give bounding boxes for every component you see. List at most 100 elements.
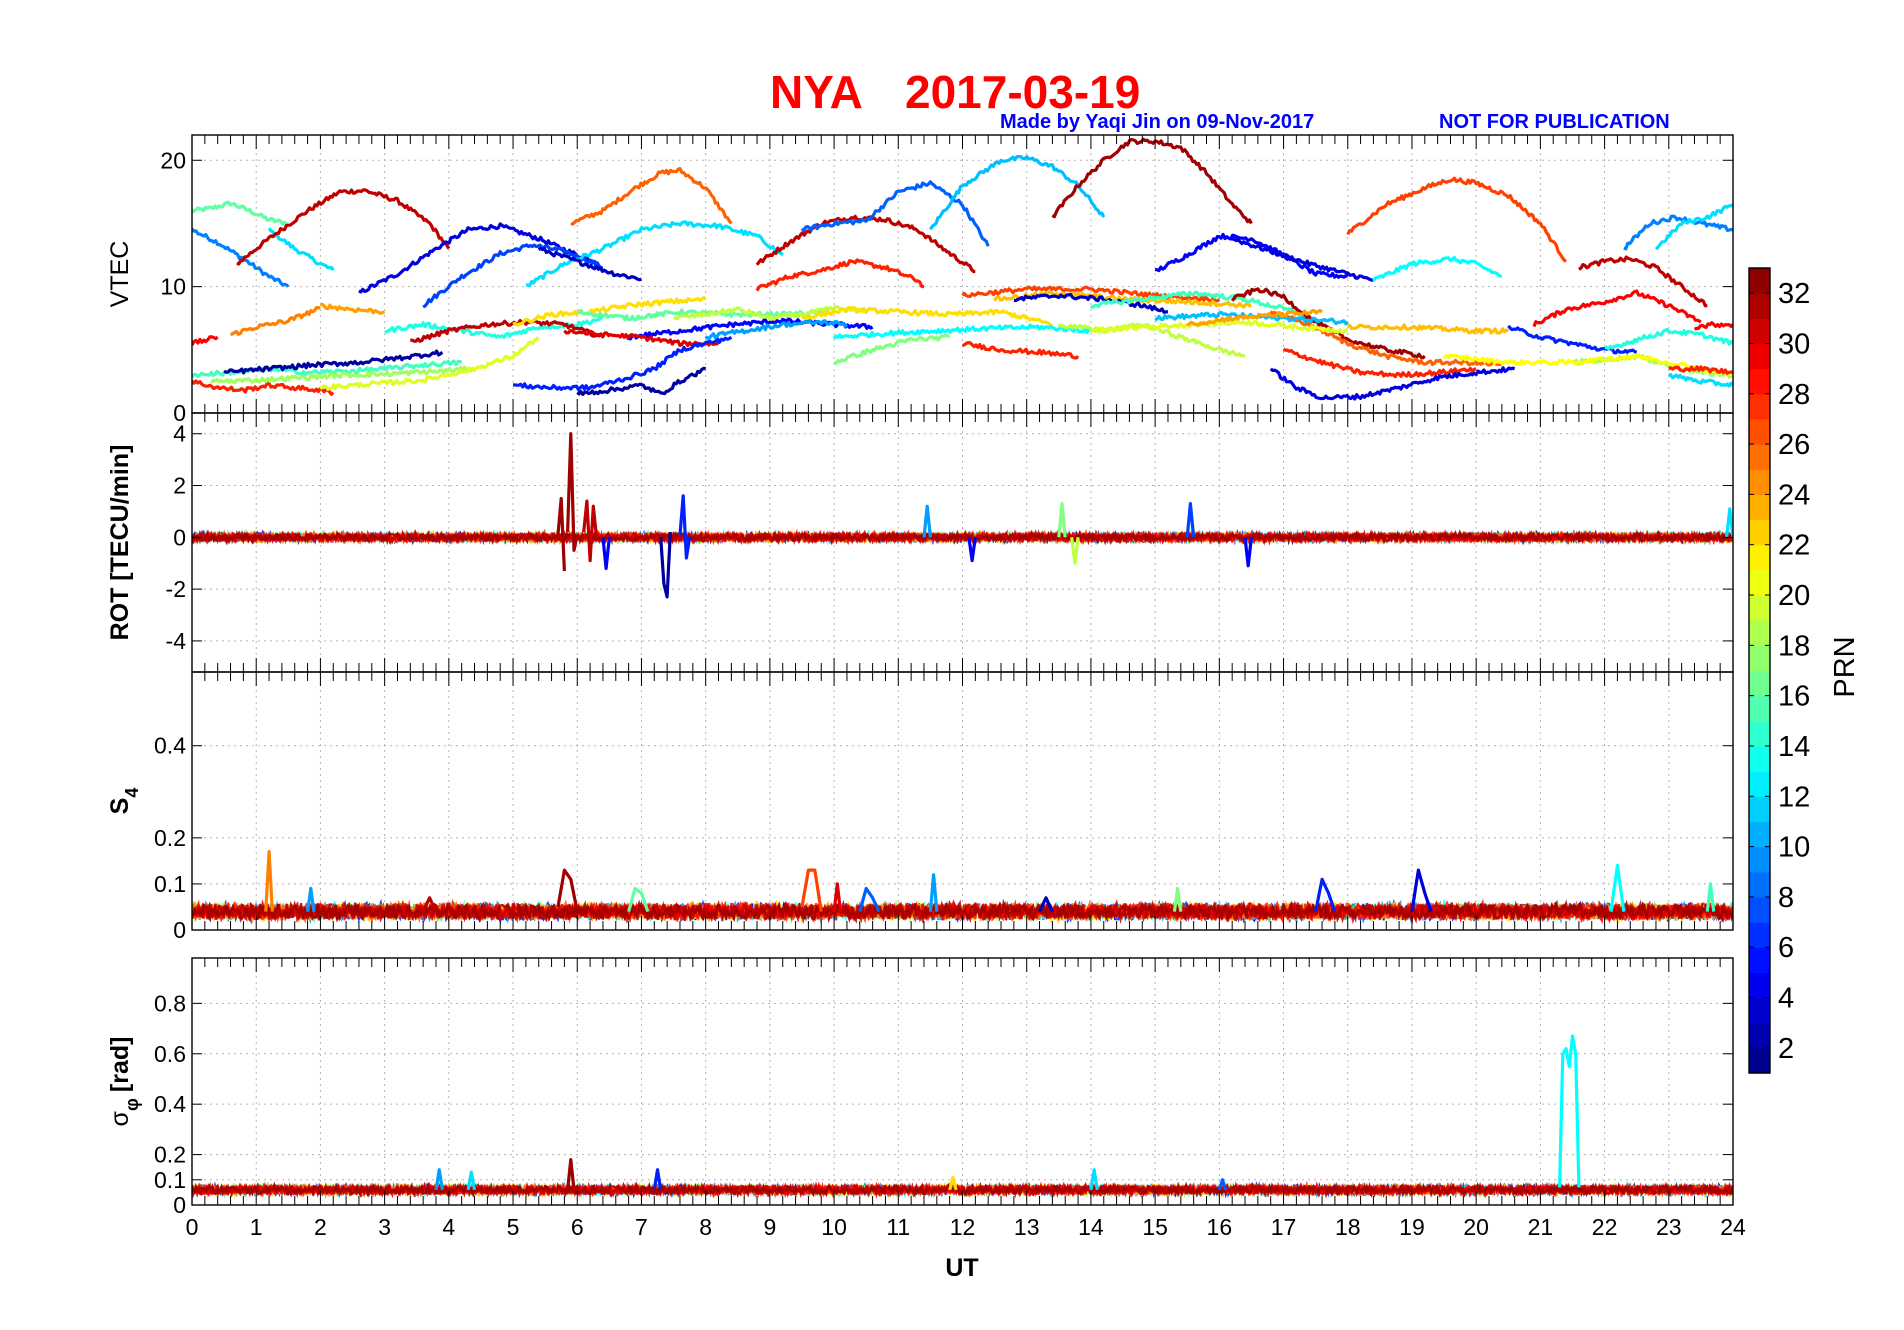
series-prn-2	[223, 349, 444, 375]
x-tick-label: 24	[1720, 1214, 1746, 1240]
colorbar-tick-label: 6	[1778, 932, 1794, 964]
series-prn-32-band	[192, 528, 1733, 546]
series-prn-6	[1314, 877, 1337, 913]
series-prn-18	[209, 365, 475, 385]
series-prn-19	[1070, 537, 1080, 565]
colorbar-segment	[1749, 444, 1770, 470]
series-prn-27	[1346, 176, 1567, 263]
y-tick-label: 20	[160, 147, 186, 173]
y-tick-label: 0	[173, 1192, 186, 1218]
series-prn-8	[1217, 1178, 1228, 1191]
series-prn-2	[659, 532, 672, 599]
series-prn-10	[704, 319, 848, 340]
series-prn-32	[556, 496, 566, 572]
panel-vtec-ticks: 0 10 20	[160, 135, 1734, 426]
y-tick-label: 0	[173, 400, 186, 426]
series-prn-31	[582, 499, 599, 563]
credit-made-by: Made by Yaqi Jin on 09-Nov-2017	[1000, 111, 1314, 133]
colorbar-segment	[1749, 569, 1770, 596]
colorbar-tick-label: 20	[1778, 580, 1810, 612]
series-prn-3	[537, 246, 642, 282]
colorbar-label: PRN	[1829, 636, 1861, 697]
series-prn-26	[570, 167, 733, 226]
y-tick-label: -2	[166, 576, 186, 602]
colorbar-segment	[1749, 620, 1770, 646]
colorbar-segment	[1749, 771, 1770, 797]
panel-rot-ylabel: ROT [TECU/min]	[106, 445, 134, 641]
y-tick-label: 0	[173, 524, 186, 550]
series-prn-20	[1090, 318, 1349, 335]
series-prn-9	[1623, 214, 1733, 251]
colorbar-tick-label: 2	[1778, 1033, 1794, 1065]
colorbar-segment	[1749, 418, 1770, 445]
colorbar-tick-label: 30	[1778, 328, 1810, 360]
x-tick-label: 11	[886, 1214, 910, 1240]
series-prn-27	[961, 285, 1221, 303]
series-prn-12	[1667, 373, 1733, 388]
colorbar-tick-label: 28	[1778, 379, 1810, 411]
series-prn-24	[1186, 309, 1323, 327]
series-prn-12	[1725, 507, 1733, 538]
colorbar-tick-label: 10	[1778, 832, 1810, 864]
title-station: NYA	[770, 66, 863, 118]
colorbar-segment	[1749, 1047, 1770, 1074]
colorbar-segment	[1749, 343, 1770, 370]
panel-rot-ticks: -4 -2 0 2 4	[166, 413, 1734, 672]
series-prn-25	[264, 850, 274, 912]
series-prn-19	[673, 305, 868, 322]
series-prn-5	[1155, 232, 1349, 279]
series-prn-3	[1038, 896, 1054, 913]
series-prn-32	[1051, 137, 1253, 225]
series-prn-9	[192, 227, 290, 288]
series-prn-13	[832, 323, 1093, 340]
series-prn-6	[1507, 324, 1638, 355]
series-prn-28	[962, 341, 1080, 360]
colorbar-tick-label: 8	[1778, 882, 1794, 914]
series-prn-29	[1693, 321, 1733, 331]
x-axis-label: UT	[945, 1254, 978, 1282]
series-prn-15	[1705, 882, 1716, 912]
series-prn-6	[652, 1168, 663, 1191]
y-tick-label: 0.4	[154, 733, 186, 759]
x-tick-label: 18	[1335, 1214, 1361, 1240]
series-prn-32	[556, 868, 579, 912]
y-tick-label: 0.2	[154, 825, 186, 851]
series-prn-24	[320, 302, 386, 315]
x-tick-label: 7	[635, 1214, 648, 1240]
series-prn-32	[566, 432, 579, 552]
series-prn-15	[1090, 290, 1323, 326]
series-prn-8	[800, 180, 990, 247]
series-prn-8	[858, 886, 881, 913]
colorbar-segment	[1749, 896, 1770, 923]
series-prn-7	[1185, 502, 1196, 538]
y-tick-label: 0.2	[154, 1142, 186, 1168]
x-tick-label: 9	[763, 1214, 776, 1240]
series-prn-29	[192, 335, 219, 346]
x-tick-label: 20	[1463, 1214, 1489, 1240]
series-prn-22	[801, 306, 1053, 327]
series-prn-31	[236, 188, 451, 266]
y-tick-label: -4	[166, 628, 187, 654]
series-prn-27	[800, 868, 823, 912]
panel-sigphi-grid	[192, 958, 1733, 1205]
series-prn-4	[1269, 366, 1516, 401]
y-tick-label: 0.1	[154, 1167, 186, 1193]
series-prn-28	[1282, 347, 1477, 379]
y-tick-label: 0	[173, 917, 186, 943]
series-prn-4	[358, 222, 598, 294]
panel-sigphi: 00.10.20.40.60.8σφ[rad]0 1 2 3 4 5 6 7 8 9 10 11 12 1…	[106, 957, 1746, 1240]
series-prn-26	[1269, 310, 1503, 367]
panel-s4-grid	[192, 672, 1733, 930]
colorbar-tick-label: 32	[1778, 278, 1810, 310]
colorbar-tick-label: 18	[1778, 630, 1810, 662]
colorbar-segment	[1749, 1022, 1770, 1049]
x-tick-labels: 0 1 2 3 4 5 6 7 8 9 10 11 12 13 14 15 16 17 18 19 20 21 22 23 24	[186, 1214, 1746, 1240]
colorbar-segment	[1749, 519, 1770, 546]
series-prn-10	[928, 873, 939, 912]
colorbar-segment	[1749, 720, 1770, 747]
y-tick-label: 0.4	[154, 1091, 186, 1117]
series-prn-17	[1172, 886, 1183, 912]
series-prn-28	[1668, 365, 1733, 375]
colorbar-segment	[1749, 997, 1770, 1024]
